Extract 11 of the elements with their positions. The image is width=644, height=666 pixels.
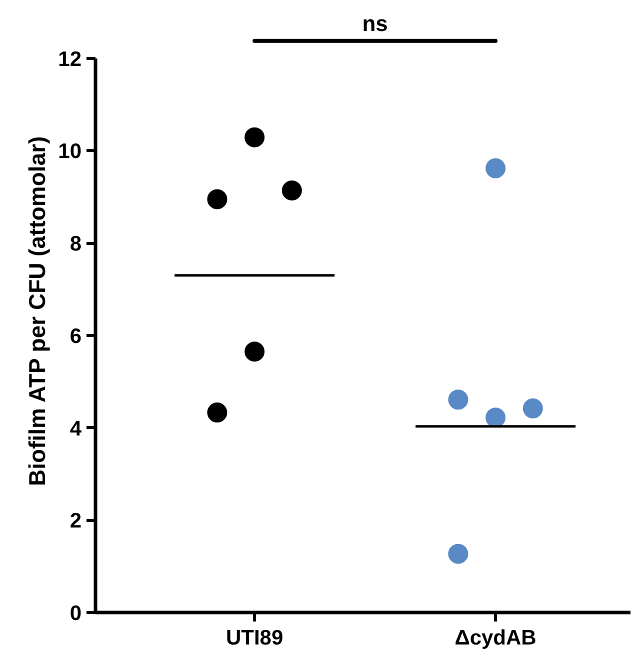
x-tick-label: UTI89 [226,626,284,650]
y-tick-label: 10 [58,140,82,164]
y-tick-label: 6 [70,324,82,348]
y-tick-label: 4 [70,417,82,440]
text: ns [362,10,388,36]
y-tick-label: 0 [70,602,82,625]
x-tick-label: ΔcydAB [454,626,536,650]
y-tick-label: 8 [70,232,82,256]
y-tick-label: 2 [70,510,82,533]
y-axis-title: Biofilm ATP per CFU (attomolar) [24,136,50,486]
y-tick-label: 12 [58,48,82,71]
